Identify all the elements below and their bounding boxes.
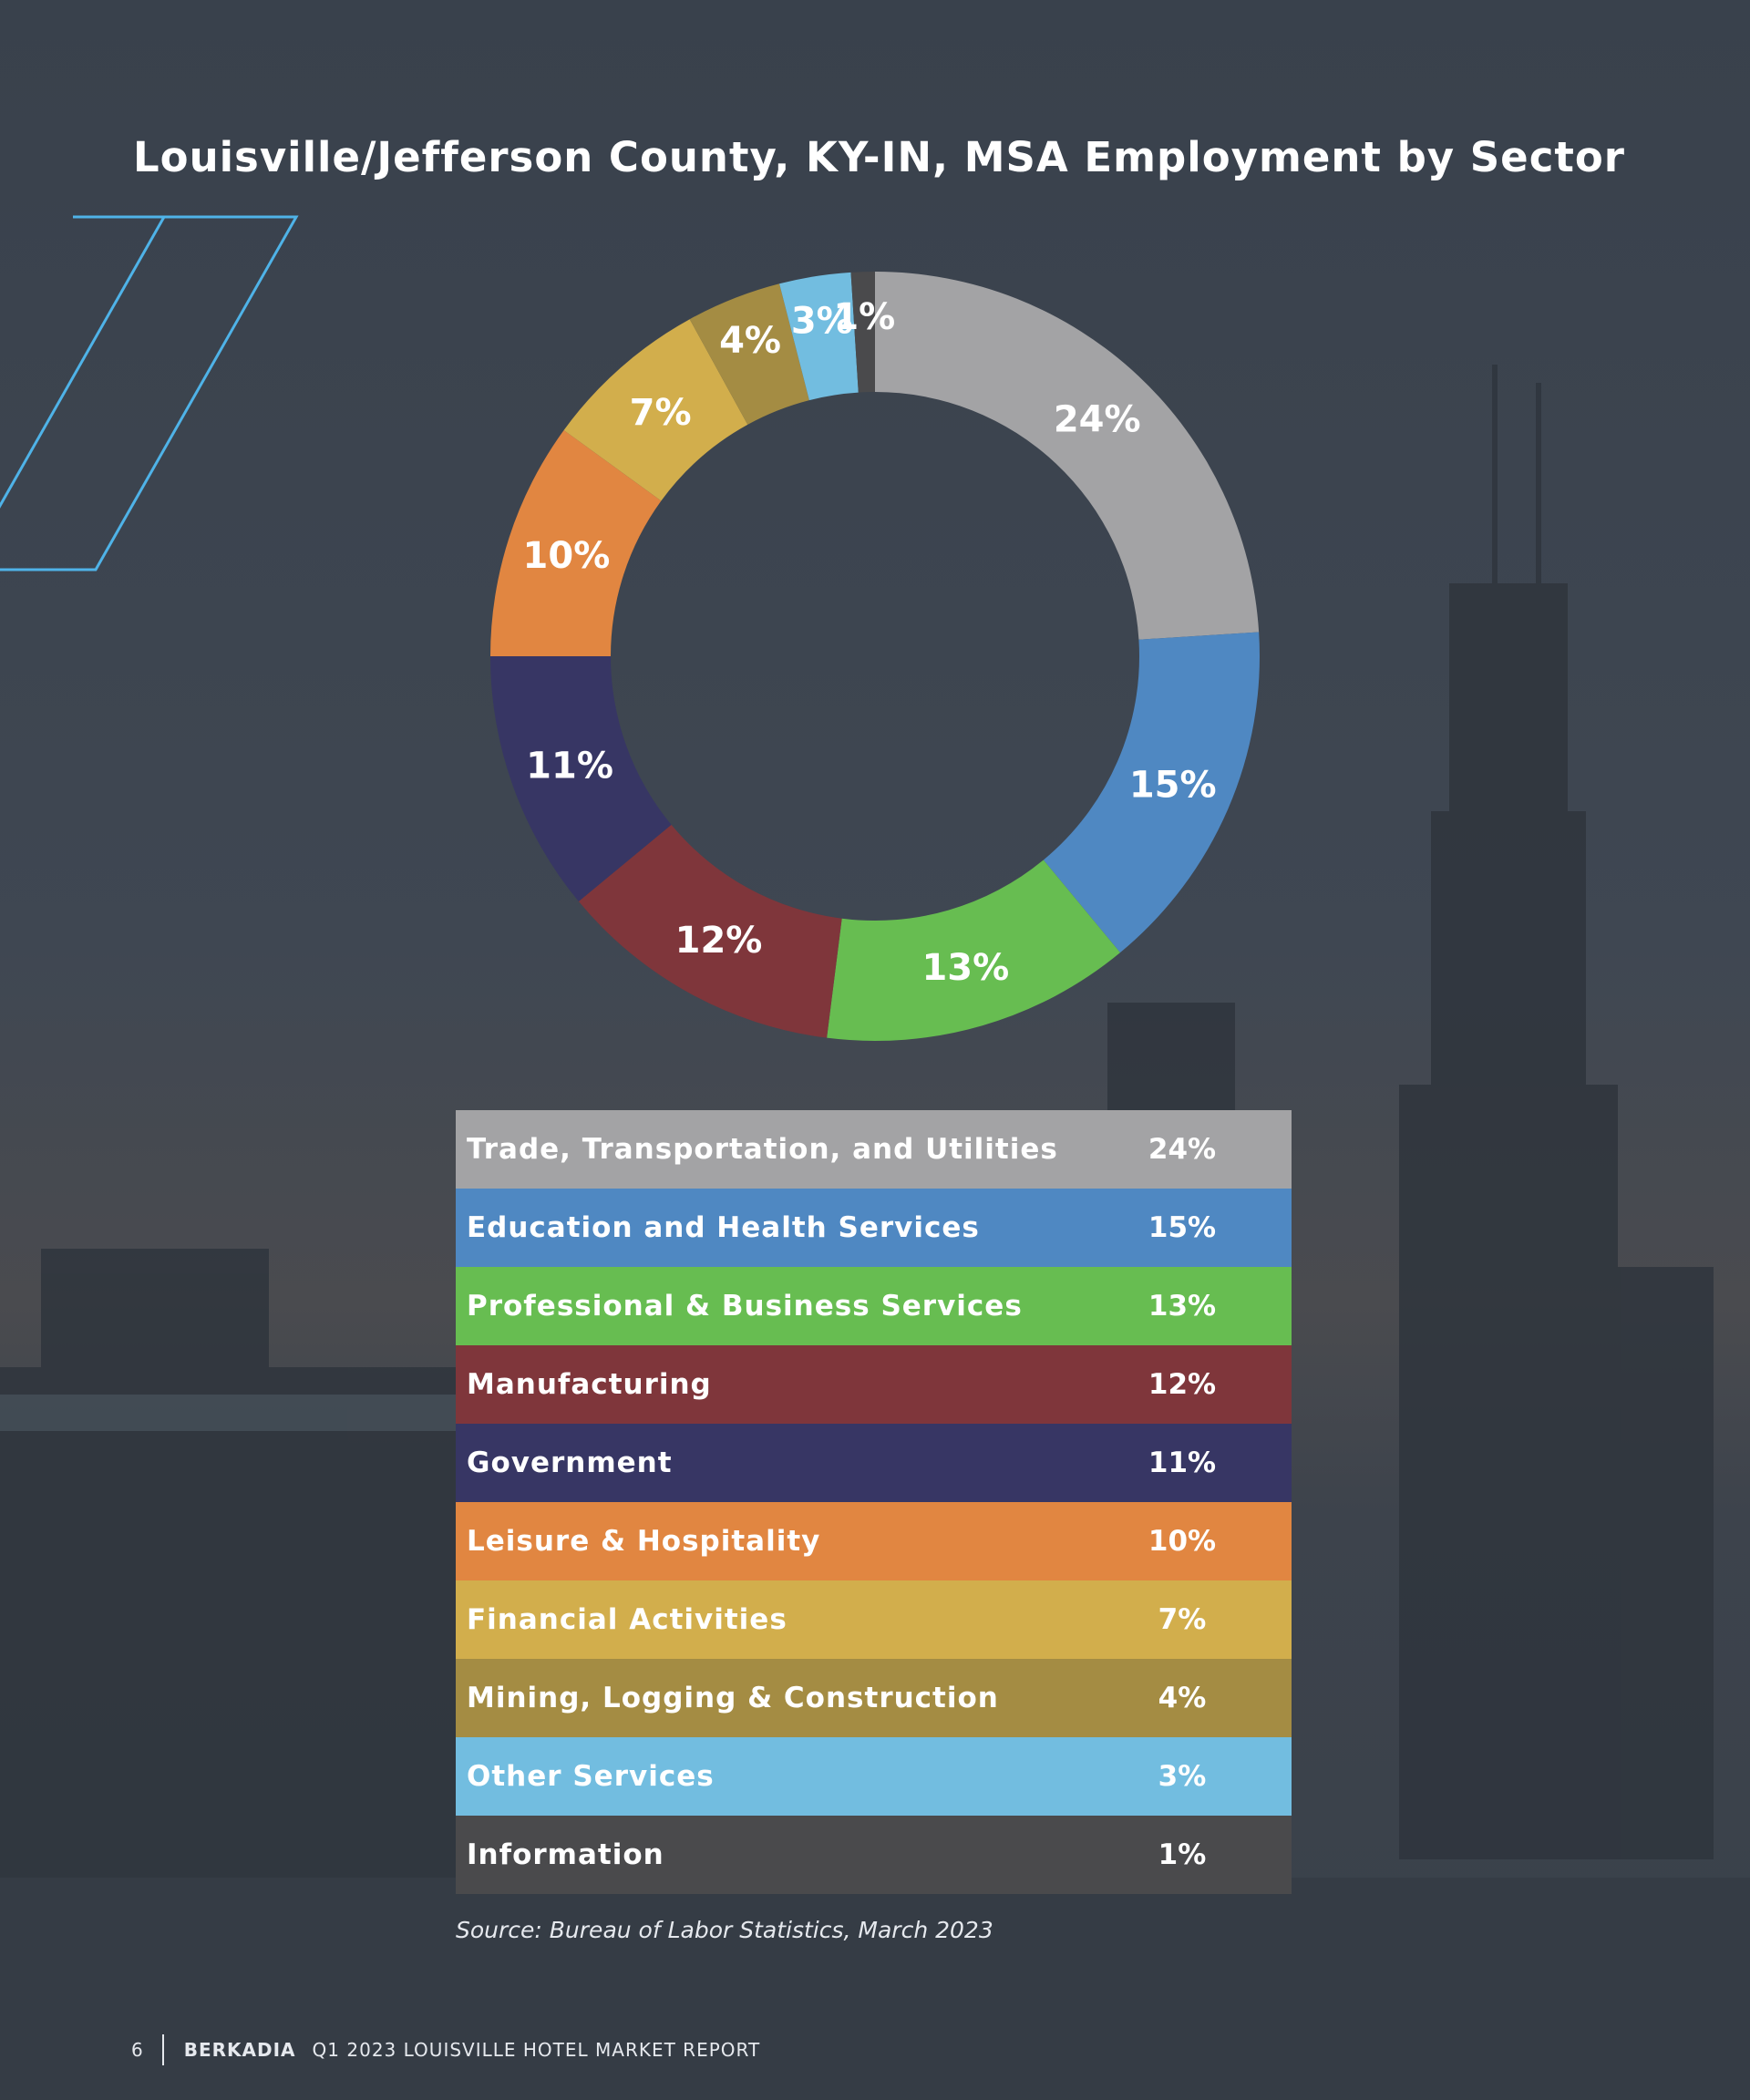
donut-slice-9 (779, 272, 859, 401)
skyline-buildings (0, 365, 1714, 1878)
donut-slice-label-8: 4% (719, 320, 781, 362)
source-note: Source: Bureau of Labor Statistics, Marc… (456, 1917, 993, 1943)
sector-legend-table: Trade, Transportation, and Utilities 24% E… (456, 1110, 1292, 1894)
page-number: 6 (131, 2039, 144, 2061)
donut-slice-3 (827, 860, 1120, 1041)
donut-slice-label-3: 13% (921, 947, 1009, 989)
legend-sector-name: Manufacturing (467, 1368, 712, 1401)
legend-sector-value: 24% (1148, 1133, 1217, 1166)
footer-divider (161, 2034, 164, 2065)
legend-row-7: Financial Activities 7% (456, 1580, 1292, 1659)
donut-slice-label-1: 24% (1054, 398, 1141, 440)
chart-title: Louisville/Jefferson County, KY-IN, MSA … (133, 133, 1625, 181)
legend-sector-name: Professional & Business Services (467, 1290, 1023, 1323)
donut-slice-2 (1043, 632, 1260, 953)
legend-sector-value: 7% (1158, 1603, 1207, 1636)
employment-donut-chart: 24% 15% 13% 12% 11% 10% 7% 4% 3%1% (490, 272, 1260, 1041)
legend-sector-name: Leisure & Hospitality (467, 1525, 821, 1558)
decorative-parallelogram-outline (0, 215, 299, 571)
legend-sector-value: 10% (1148, 1525, 1217, 1558)
footer-brand: BERKADIA (183, 2039, 296, 2061)
donut-slice-label-2: 15% (1129, 764, 1217, 806)
page-footer: 6 BERKADIA Q1 2023 LOUISVILLE HOTEL MARK… (131, 2034, 760, 2065)
legend-row-3: Professional & Business Services 13% (456, 1267, 1292, 1345)
legend-row-8: Mining, Logging & Construction 4% (456, 1659, 1292, 1737)
legend-sector-name: Other Services (467, 1760, 715, 1793)
legend-sector-value: 11% (1148, 1446, 1217, 1479)
donut-slice-1 (875, 272, 1260, 640)
legend-row-1: Trade, Transportation, and Utilities 24% (456, 1110, 1292, 1189)
donut-slice-5 (490, 656, 672, 901)
donut-slice-label-4: 12% (675, 920, 763, 962)
legend-sector-value: 15% (1148, 1211, 1217, 1244)
legend-sector-name: Education and Health Services (467, 1211, 980, 1244)
footer-report-title: Q1 2023 LOUISVILLE HOTEL MARKET REPORT (312, 2039, 761, 2061)
donut-slice-4 (578, 824, 842, 1038)
legend-row-6: Leisure & Hospitality 10% (456, 1502, 1292, 1580)
donut-slice-6 (490, 429, 662, 656)
donut-slice-label-9: 3% (791, 301, 853, 343)
legend-sector-value: 12% (1148, 1368, 1217, 1401)
donut-slice-8 (689, 283, 809, 425)
legend-row-5: Government 11% (456, 1424, 1292, 1502)
donut-slice-10 (850, 272, 875, 393)
legend-row-2: Education and Health Services 15% (456, 1189, 1292, 1267)
legend-row-4: Manufacturing 12% (456, 1345, 1292, 1424)
legend-row-9: Other Services 3% (456, 1737, 1292, 1816)
legend-sector-name: Financial Activities (467, 1603, 788, 1636)
legend-sector-name: Government (467, 1446, 673, 1479)
donut-slice-label-10: 1% (833, 296, 895, 338)
legend-row-10: Information 1% (456, 1816, 1292, 1894)
legend-sector-value: 4% (1158, 1682, 1207, 1714)
legend-sector-name: Trade, Transportation, and Utilities (467, 1133, 1058, 1166)
donut-slice-7 (563, 319, 748, 501)
legend-sector-value: 13% (1148, 1290, 1217, 1323)
legend-sector-name: Information (467, 1838, 664, 1871)
legend-sector-name: Mining, Logging & Construction (467, 1682, 999, 1714)
donut-slice-label-6: 10% (523, 535, 611, 577)
legend-sector-value: 1% (1158, 1838, 1207, 1871)
legend-sector-value: 3% (1158, 1760, 1207, 1793)
donut-slice-label-7: 7% (630, 392, 692, 434)
donut-slice-label-5: 11% (526, 746, 613, 788)
